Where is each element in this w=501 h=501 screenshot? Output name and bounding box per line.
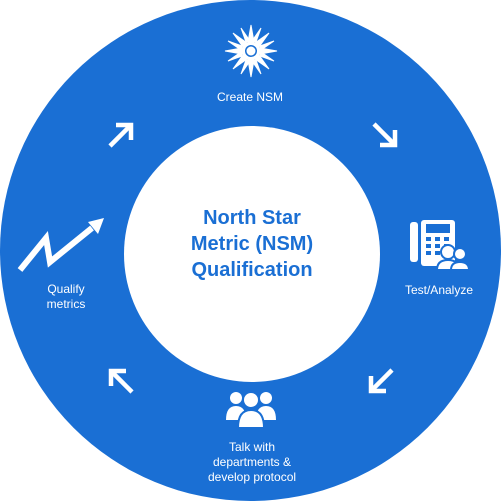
qualify-line2: metrics — [46, 297, 86, 311]
center-title: North Star Metric (NSM) Qualification — [124, 205, 380, 283]
create-nsm-label: Create NSM — [190, 90, 310, 105]
create-nsm-text: Create NSM — [216, 90, 284, 104]
sun-icon — [222, 22, 280, 80]
talk-departments-label: Talk with departments & develop protocol — [180, 440, 324, 485]
arrow-up-left-icon — [106, 366, 136, 396]
qualify-line1: Qualify — [47, 282, 85, 296]
talk-line1: Talk with — [228, 440, 275, 454]
talk-line3: develop protocol — [207, 470, 297, 484]
arrow-down-left-icon — [366, 366, 396, 396]
center-title-line3: Qualification — [191, 259, 313, 281]
talk-line2: departments & — [212, 455, 292, 469]
test-analyze-label: Test/Analyze — [384, 283, 494, 298]
center-title-line2: Metric (NSM) — [190, 233, 314, 255]
arrow-up-right-icon — [106, 120, 136, 150]
trend-arrow-icon — [16, 214, 108, 276]
test-analyze-text: Test/Analyze — [404, 283, 474, 297]
center-circle — [124, 126, 380, 382]
qualify-metrics-label: Qualify metrics — [16, 282, 116, 312]
center-title-line1: North Star — [203, 207, 301, 229]
people-group-icon — [224, 386, 278, 428]
arrow-down-right-icon — [370, 120, 400, 150]
phone-people-icon — [408, 218, 470, 270]
